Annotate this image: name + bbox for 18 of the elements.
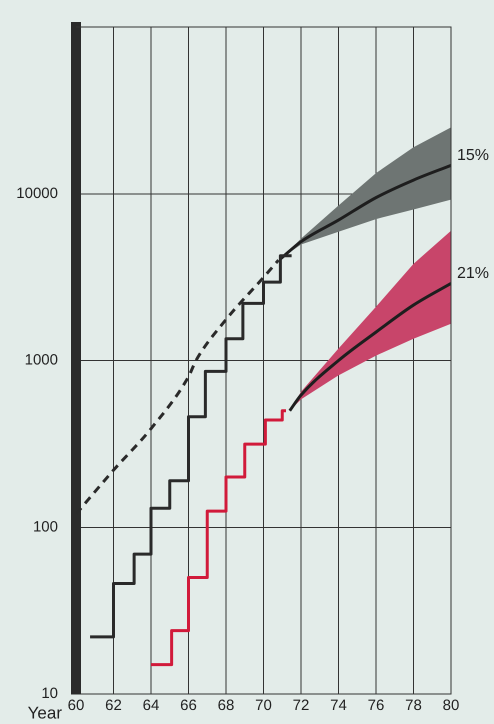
x-tick-label: 78	[405, 697, 422, 714]
x-tick-label: 64	[142, 697, 160, 714]
x-tick-label: 68	[218, 697, 234, 714]
x-tick-label: 60	[68, 697, 84, 714]
x-tick-label: 72	[292, 697, 310, 714]
x-tick-label: 66	[180, 697, 197, 714]
x-axis-title: Year	[28, 704, 62, 723]
y-tick-label: 1000	[24, 352, 58, 369]
y-tick-label: 100	[32, 518, 58, 536]
x-tick-label: 74	[330, 697, 347, 714]
x-tick-label: 62	[105, 697, 122, 714]
x-tick-label: 80	[442, 697, 460, 714]
x-tick-label: 70	[255, 697, 272, 714]
x-tick-label: 76	[368, 697, 384, 714]
series-label: 21%	[457, 264, 490, 282]
y-tick-label: 10	[41, 685, 58, 702]
series-label: 15%	[457, 146, 490, 164]
y-tick-label: 10000	[16, 184, 58, 202]
